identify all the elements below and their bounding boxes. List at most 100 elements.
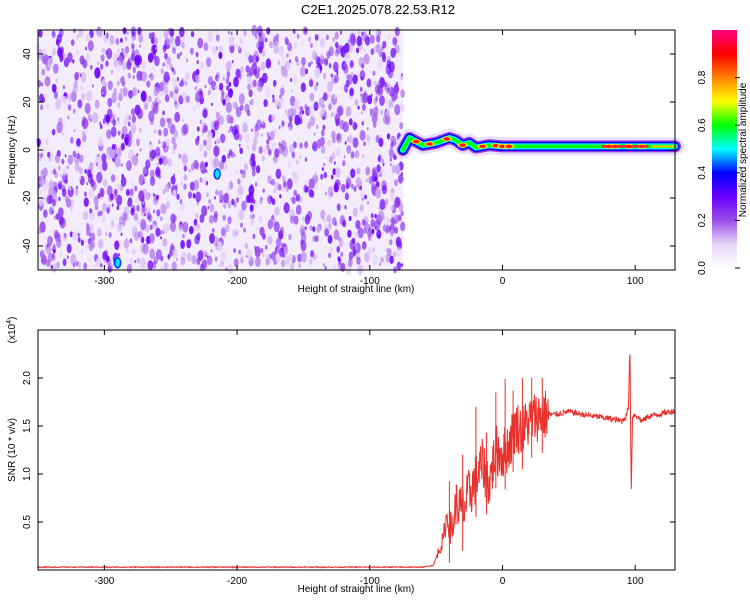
noise-speckle [149, 176, 156, 187]
noise-speckle [356, 35, 363, 47]
noise-speckle [105, 49, 108, 56]
noise-speckle [275, 168, 282, 179]
noise-speckle [381, 184, 387, 195]
noise-speckle [382, 115, 388, 125]
noise-speckle [42, 48, 47, 57]
noise-speckle [365, 36, 371, 46]
noise-speckle [293, 99, 300, 111]
noise-speckle [164, 94, 170, 103]
noise-speckle [253, 68, 257, 76]
noise-speckle [221, 90, 225, 97]
noise-speckle [266, 138, 270, 145]
noise-speckle [243, 29, 247, 37]
noise-speckle [62, 172, 68, 184]
noise-speckle [349, 60, 354, 69]
noise-speckle [320, 209, 326, 220]
noise-speckle [374, 176, 378, 182]
noise-speckle [165, 201, 170, 210]
noise-speckle [77, 99, 83, 109]
noise-speckle [68, 104, 72, 111]
spectrogram-x-axis-label: Height of straight line (km) [298, 284, 415, 295]
noise-speckle [182, 221, 189, 233]
noise-speckle [377, 59, 383, 69]
noise-speckle [390, 142, 394, 149]
signal-peak [443, 137, 451, 141]
noise-speckle [233, 153, 236, 158]
noise-speckle [149, 73, 154, 81]
noise-speckle [272, 94, 275, 99]
noise-speckle [134, 185, 138, 192]
noise-speckle [42, 147, 46, 154]
noise-speckle [190, 30, 195, 38]
noise-speckle [339, 30, 343, 35]
noise-speckle [86, 129, 89, 133]
noise-speckle [362, 92, 369, 104]
noise-speckle [72, 262, 76, 268]
noise-speckle [193, 106, 196, 112]
noise-speckle [124, 36, 128, 41]
noise-speckle [142, 200, 145, 206]
noise-speckle [395, 236, 402, 247]
noise-speckle [304, 141, 309, 149]
noise-speckle [332, 36, 336, 43]
noise-speckle [337, 256, 341, 262]
noise-speckle [117, 48, 120, 53]
noise-speckle [342, 121, 349, 133]
noise-speckle [95, 162, 98, 167]
noise-speckle [316, 124, 319, 129]
noise-speckle [66, 255, 69, 259]
noise-speckle [355, 220, 361, 230]
noise-speckle [52, 47, 57, 55]
noise-speckle [199, 214, 205, 223]
noise-speckle [191, 254, 197, 265]
noise-speckle [280, 140, 287, 152]
noise-speckle [281, 56, 285, 61]
noise-speckle [228, 130, 231, 134]
noise-speckle [385, 229, 389, 234]
noise-speckle [100, 263, 103, 268]
noise-speckle [180, 181, 183, 185]
noise-speckle [139, 44, 142, 48]
noise-speckle [357, 227, 364, 239]
noise-speckle [85, 32, 91, 43]
noise-speckle [389, 255, 394, 264]
noise-speckle [105, 232, 108, 236]
noise-speckle [379, 262, 381, 266]
noise-speckle [189, 169, 191, 173]
noise-speckle [223, 203, 227, 209]
noise-speckle [221, 154, 226, 163]
noise-speckle [118, 92, 123, 102]
noise-speckle [129, 258, 134, 266]
noise-speckle [343, 52, 350, 63]
colorbar-tick-label: 0.6 [697, 118, 708, 132]
noise-speckle [126, 31, 129, 35]
noise-speckle [341, 183, 346, 193]
noise-speckle [237, 185, 244, 196]
noise-speckle [53, 91, 59, 99]
noise-speckle [237, 178, 241, 185]
noise-speckle [179, 26, 185, 38]
noise-speckle [44, 93, 48, 99]
noise-speckle [304, 104, 308, 110]
noise-speckle [172, 47, 176, 55]
noise-speckle [186, 252, 192, 262]
noise-speckle [363, 226, 368, 234]
noise-speckle [128, 62, 131, 66]
noise-speckle [126, 263, 133, 274]
noise-speckle [93, 195, 99, 205]
noise-speckle [207, 255, 213, 266]
noise-speckle [84, 191, 87, 197]
noise-speckle [347, 229, 352, 238]
noise-speckle [269, 136, 272, 141]
noise-speckle [85, 245, 88, 250]
noise-speckle [80, 249, 84, 254]
noise-speckle [344, 205, 347, 210]
noise-speckle [84, 102, 91, 115]
noise-speckle [170, 243, 175, 251]
x-tick-label: -200 [227, 576, 247, 587]
noise-speckle [309, 42, 313, 48]
noise-speckle [345, 89, 348, 93]
noise-speckle [195, 91, 202, 103]
noise-speckle [224, 233, 226, 238]
noise-speckle [146, 80, 151, 88]
